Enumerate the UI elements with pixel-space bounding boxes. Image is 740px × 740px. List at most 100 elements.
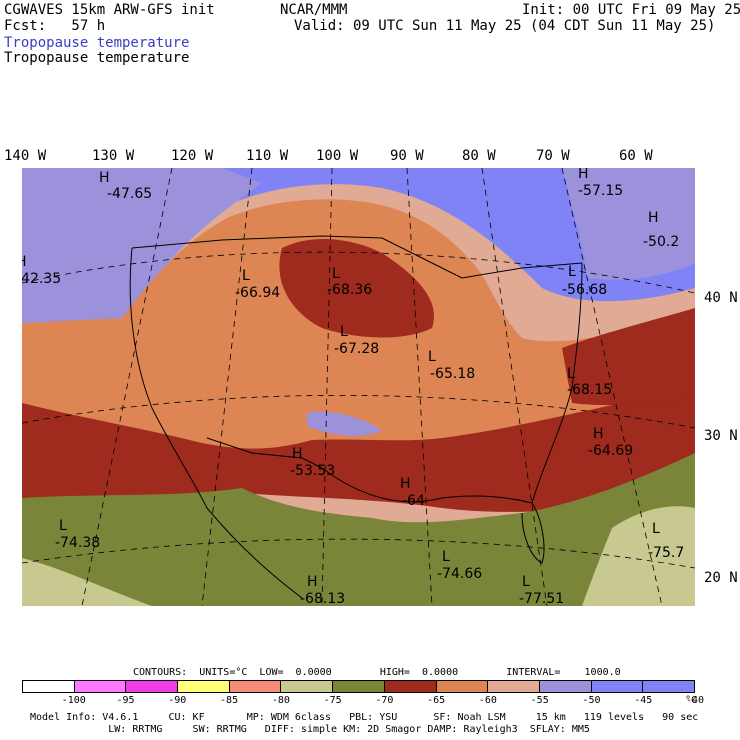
graticule-lon-100w: [321, 168, 333, 606]
extremum-l-68-36-type: L: [332, 266, 340, 282]
shade-band-dark-red-east: [562, 308, 695, 406]
extremum-l-75-7-type: L: [652, 521, 660, 537]
lon-label-80w: 80 W: [462, 148, 496, 164]
florida-coast: [521, 502, 545, 564]
colorbar-tick-label: -90: [168, 695, 187, 706]
extremum-h-42-35-type: H: [22, 254, 27, 270]
colorbar-cell: [178, 681, 230, 692]
mexico-west-coast: [206, 507, 303, 599]
graticule-lat-40n: [22, 251, 695, 294]
colorbar-cell: [23, 681, 75, 692]
colorbar-cell: [539, 681, 592, 692]
extremum-h-50-2-value: -50.2: [643, 234, 679, 250]
lon-label-140w: 140 W: [4, 148, 47, 164]
model-info-line2: LW: RRTMG SW: RRTMG DIFF: simple KM: 2D …: [30, 724, 590, 735]
colorbar-tick-label: -65: [427, 695, 446, 706]
extremum-h-47-65-value: -47.65: [107, 186, 152, 202]
lon-label-120w: 120 W: [171, 148, 214, 164]
colorbar-cell: [436, 681, 489, 692]
model-info-line1: Model Info: V4.6.1 CU: KF MP: WDM 6class…: [30, 712, 699, 723]
extremum-l-67-28-value: -67.28: [334, 341, 379, 357]
tropopause-temperature-map: H -47.65 H -42.35 L -66.94 L -68.36 L -6…: [22, 168, 695, 606]
extremum-l-66-94-value: -66.94: [235, 285, 280, 301]
east-coast: [531, 262, 583, 504]
colorbar-cell: [591, 681, 644, 692]
us-canada-border: [131, 235, 583, 279]
extremum-h-53-53-type: H: [292, 446, 303, 462]
lat-label-30n: 30 N: [704, 428, 738, 444]
model-title: CGWAVES 15km ARW-GFS init: [4, 2, 215, 18]
lat-label-20n: 20 N: [704, 570, 738, 586]
extremum-h-53-53-value: -53.53: [290, 463, 335, 479]
extremum-l-75-7-value: -75.7: [648, 545, 684, 561]
shade-band-khaki: [582, 506, 695, 606]
extremum-h-68-13-type: H: [307, 574, 318, 590]
map-boundaries: [129, 235, 583, 599]
gulf-coast: [321, 467, 533, 504]
extremum-h-64-69-value: -64.69: [588, 443, 633, 459]
colorbar-tick-label: -85: [220, 695, 239, 706]
lon-label-110w: 110 W: [246, 148, 289, 164]
extremum-h-64-value: -64: [402, 493, 425, 509]
colorbar-cell: [384, 681, 437, 692]
mexico-border: [206, 437, 323, 469]
org-title: NCAR/MMM: [280, 2, 348, 18]
shade-band-dark-red-north: [279, 238, 434, 338]
shade-band-olive: [22, 453, 695, 606]
extremum-l-68-15-type: L: [567, 366, 575, 382]
extremum-h-47-65-type: H: [99, 170, 110, 186]
colorbar-tick-label: -40: [685, 695, 705, 706]
graticule-lon-90w: [406, 168, 433, 606]
extremum-l-74-38-value: -74.38: [55, 535, 100, 551]
colorbar-tick-label: -55: [530, 695, 549, 706]
extremum-l-67-28-type: L: [340, 324, 348, 340]
extrema-labels: H -47.65 H -42.35 L -66.94 L -68.36 L -6…: [22, 168, 684, 606]
extremum-h-57-15-value: -57.15: [578, 183, 623, 199]
extremum-l-74-66-value: -74.66: [437, 566, 482, 582]
colorbar-tick-label: -75: [323, 695, 342, 706]
extremum-l-77-51-type: L: [522, 574, 530, 590]
colorbar-tick-label: -70: [375, 695, 394, 706]
colorbar: [22, 680, 695, 693]
graticule-lon-110w: [201, 168, 253, 606]
colorbar-tick-label: -60: [478, 695, 497, 706]
shade-band-dark-red: [22, 388, 695, 512]
init-time: Init: 00 UTC Fri 09 May 25: [522, 2, 740, 18]
lat-label-40n: 40 N: [704, 290, 738, 306]
colorbar-tick-label: -80: [271, 695, 290, 706]
shade-band-lavender-ne: [562, 168, 695, 280]
shade-band-lavender: [22, 168, 262, 323]
colorbar-tick-label: °C: [684, 695, 698, 706]
graticule-lon-80w: [481, 168, 548, 606]
field-title: Tropopause temperature: [4, 50, 190, 66]
field-title-colored: Tropopause temperature: [4, 35, 190, 51]
extremum-l-66-94-type: L: [242, 268, 250, 284]
lon-label-70w: 70 W: [536, 148, 570, 164]
extremum-l-68-36-value: -68.36: [327, 282, 372, 298]
shade-band-blue-texas: [307, 411, 382, 436]
extremum-h-50-2-type: H: [648, 210, 659, 226]
colorbar-tick-label: -45: [634, 695, 653, 706]
colorbar-cell: [126, 681, 179, 692]
lon-label-130w: 130 W: [92, 148, 135, 164]
valid-time: Valid: 09 UTC Sun 11 May 25 (04 CDT Sun …: [294, 18, 716, 34]
extremum-l-74-66-type: L: [442, 549, 450, 565]
extremum-h-68-13-value: -68.13: [300, 591, 345, 606]
extremum-h-64-69-type: H: [593, 426, 604, 442]
graticule-lat-20n: [22, 538, 695, 569]
colorbar-tick-label: -95: [116, 695, 135, 706]
extremum-l-56-68-value: -56.68: [562, 282, 607, 298]
lon-label-60w: 60 W: [619, 148, 653, 164]
graticule-lat-30n: [22, 395, 695, 429]
extremum-l-68-15-value: -68.15: [567, 382, 612, 398]
extremum-l-74-38-type: L: [59, 518, 67, 534]
colorbar-tick-label: -100: [61, 695, 86, 706]
extremum-h-42-35-value: -42.35: [22, 271, 61, 287]
colorbar-cell: [281, 681, 334, 692]
extremum-l-77-51-value: -77.51: [519, 591, 564, 606]
extremum-l-65-18-value: -65.18: [430, 366, 475, 382]
lon-label-90w: 90 W: [390, 148, 424, 164]
extremum-h-64-type: H: [400, 476, 411, 492]
map-graticule: [22, 168, 695, 606]
extremum-l-65-18-type: L: [428, 349, 436, 365]
